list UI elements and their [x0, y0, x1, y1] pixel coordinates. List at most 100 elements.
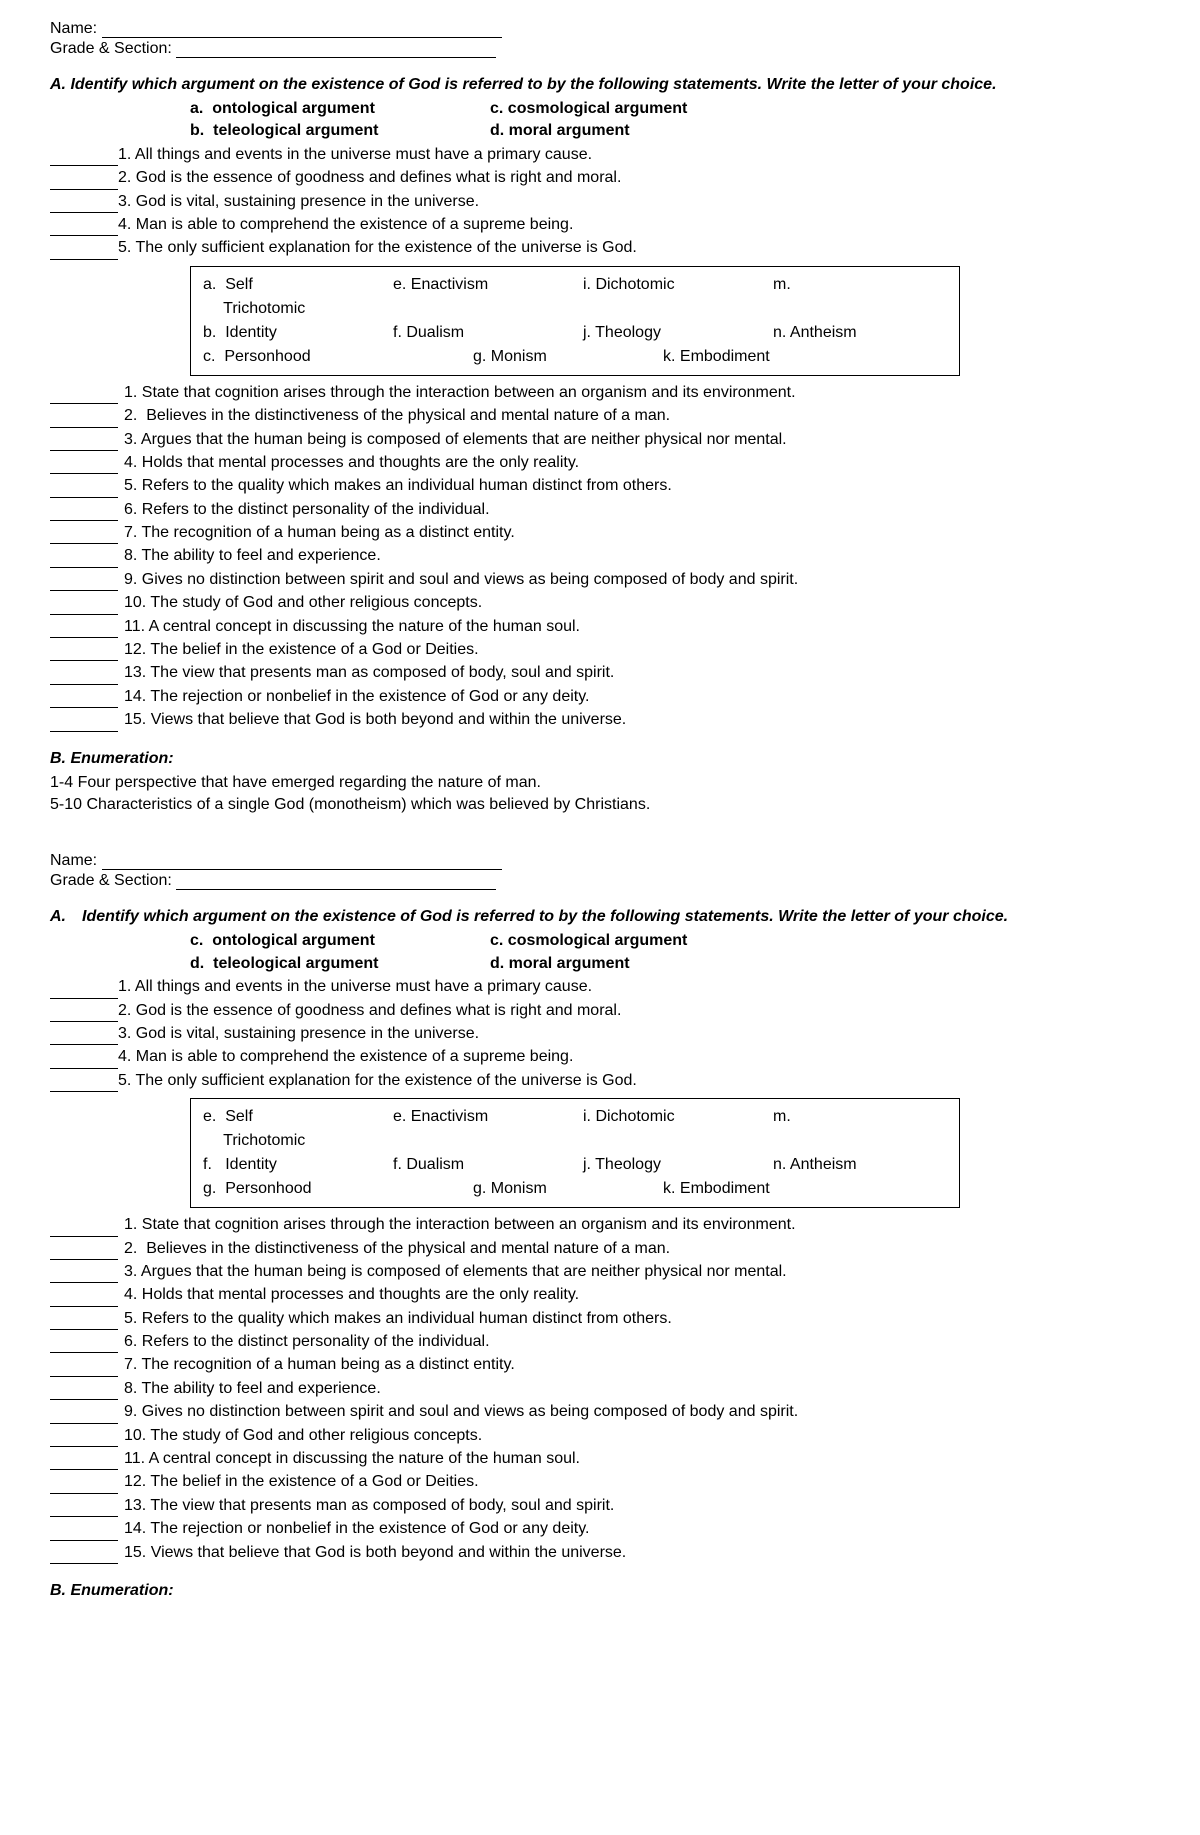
q-b4: 4. Holds that mental processes and thoug… — [50, 452, 1150, 474]
blank[interactable] — [50, 173, 118, 190]
q-b15: 15. Views that believe that God is both … — [50, 1542, 1150, 1564]
blank[interactable] — [50, 243, 118, 260]
blank[interactable] — [50, 434, 118, 451]
choices-box: a. Self e. Enactivism i. Dichotomic m. T… — [190, 266, 960, 376]
blank[interactable] — [50, 1290, 118, 1307]
q-a5: 5. The only sufficient explanation for t… — [50, 1070, 1150, 1092]
section-b-title: B. Enumeration: — [50, 750, 1150, 768]
q-a3: 3. God is vital, sustaining presence in … — [50, 191, 1150, 213]
blank[interactable] — [50, 598, 118, 615]
blank[interactable] — [50, 149, 118, 166]
name-blank[interactable] — [102, 853, 502, 870]
q-b2: 2. Believes in the distinctiveness of th… — [50, 1238, 1150, 1260]
opt-a: c. ontological argument — [190, 930, 490, 952]
box-k: k. Embodiment — [663, 345, 770, 369]
opt-b: b. teleological argument — [190, 120, 490, 142]
box-m: m. — [773, 1105, 791, 1129]
blank[interactable] — [50, 1360, 118, 1377]
name-field: Name: — [50, 852, 1150, 870]
choices-box: e. Self e. Enactivism i. Dichotomic m. T… — [190, 1098, 960, 1208]
q-b6: 6. Refers to the distinct personality of… — [50, 1331, 1150, 1353]
q-b2: 2. Believes in the distinctiveness of th… — [50, 405, 1150, 427]
name-blank[interactable] — [102, 21, 502, 38]
blank[interactable] — [50, 457, 118, 474]
blank[interactable] — [50, 1524, 118, 1541]
blank[interactable] — [50, 1052, 118, 1069]
q-b11: 11. A central concept in discussing the … — [50, 1448, 1150, 1470]
blank[interactable] — [50, 1005, 118, 1022]
box-e: e. Enactivism — [393, 273, 583, 297]
blank[interactable] — [50, 1547, 118, 1564]
grade-label: Grade & Section: — [50, 40, 172, 58]
blank[interactable] — [50, 1453, 118, 1470]
grade-label: Grade & Section: — [50, 872, 172, 890]
blank[interactable] — [50, 574, 118, 591]
blank[interactable] — [50, 527, 118, 544]
section-a-title: A. Identify which argument on the existe… — [50, 76, 1150, 94]
q-b3: 3. Argues that the human being is compos… — [50, 429, 1150, 451]
worksheet-2: Name: Grade & Section: A. Identify which… — [50, 852, 1150, 1600]
box-f2: f. Dualism — [393, 1153, 583, 1177]
blank[interactable] — [50, 1430, 118, 1447]
blank[interactable] — [50, 1477, 118, 1494]
blank[interactable] — [50, 1313, 118, 1330]
blank[interactable] — [50, 1220, 118, 1237]
worksheet-1: Name: Grade & Section: A. Identify which… — [50, 20, 1150, 816]
blank[interactable] — [50, 982, 118, 999]
options-row-2: b. teleological argument d. moral argume… — [50, 120, 1150, 142]
grade-blank[interactable] — [176, 41, 496, 58]
opt-b: d. teleological argument — [190, 953, 490, 975]
box-f1: f. Identity — [203, 1153, 393, 1177]
blank[interactable] — [50, 1266, 118, 1283]
opt-d: d. moral argument — [490, 953, 630, 975]
q-b5: 5. Refers to the quality which makes an … — [50, 1308, 1150, 1330]
options-row-1: c. ontological argument c. cosmological … — [50, 930, 1150, 952]
blank[interactable] — [50, 1075, 118, 1092]
blank[interactable] — [50, 504, 118, 521]
blank[interactable] — [50, 1407, 118, 1424]
blank[interactable] — [50, 481, 118, 498]
blank[interactable] — [50, 715, 118, 732]
q-a3: 3. God is vital, sustaining presence in … — [50, 1023, 1150, 1045]
blank[interactable] — [50, 1383, 118, 1400]
blank[interactable] — [50, 1500, 118, 1517]
blank[interactable] — [50, 219, 118, 236]
section-b-title: B. Enumeration: — [50, 1582, 1150, 1600]
q-b15: 15. Views that believe that God is both … — [50, 709, 1150, 731]
q-b4: 4. Holds that mental processes and thoug… — [50, 1284, 1150, 1306]
blank[interactable] — [50, 1243, 118, 1260]
grade-blank[interactable] — [176, 873, 496, 890]
box-e1: e. Self — [203, 1105, 393, 1129]
options-row-2: d. teleological argument d. moral argume… — [50, 953, 1150, 975]
box-i: i. Dichotomic — [583, 1105, 773, 1129]
blank[interactable] — [50, 1336, 118, 1353]
opt-d: d. moral argument — [490, 120, 630, 142]
opt-c: c. cosmological argument — [490, 98, 687, 120]
blank[interactable] — [50, 551, 118, 568]
q-b14: 14. The rejection or nonbelief in the ex… — [50, 686, 1150, 708]
name-field: Name: — [50, 20, 1150, 38]
blank[interactable] — [50, 691, 118, 708]
box-j: j. Theology — [583, 1153, 773, 1177]
q-b14: 14. The rejection or nonbelief in the ex… — [50, 1518, 1150, 1540]
box-c: c. Personhood — [203, 345, 393, 369]
grade-field: Grade & Section: — [50, 872, 1150, 890]
q-b10: 10. The study of God and other religious… — [50, 592, 1150, 614]
q-b13: 13. The view that presents man as compos… — [50, 662, 1150, 684]
box-g2: g. Monism — [473, 1177, 663, 1201]
box-n: n. Antheism — [773, 321, 857, 345]
blank[interactable] — [50, 644, 118, 661]
blank[interactable] — [50, 621, 118, 638]
blank[interactable] — [50, 1028, 118, 1045]
q-a1: 1. All things and events in the universe… — [50, 976, 1150, 998]
blank[interactable] — [50, 411, 118, 428]
q-b3: 3. Argues that the human being is compos… — [50, 1261, 1150, 1283]
name-label: Name: — [50, 20, 97, 38]
q-b8: 8. The ability to feel and experience. — [50, 1378, 1150, 1400]
q-b1: 1. State that cognition arises through t… — [50, 1214, 1150, 1236]
blank[interactable] — [50, 668, 118, 685]
name-label: Name: — [50, 852, 97, 870]
q-a1: 1. All things and events in the universe… — [50, 144, 1150, 166]
blank[interactable] — [50, 196, 118, 213]
blank[interactable] — [50, 387, 118, 404]
